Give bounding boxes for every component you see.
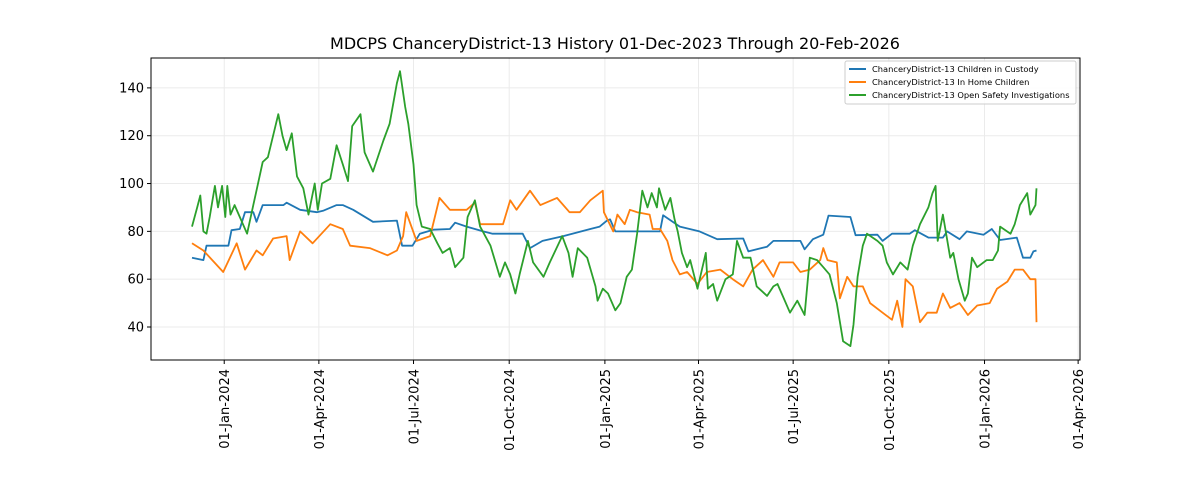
series-line-1 [191,189,1038,328]
chart-title: MDCPS ChanceryDistrict-13 History 01-Dec… [330,34,900,53]
legend: ChanceryDistrict-13 Children in Custody C… [844,60,1077,105]
y-tick-label: 60 [127,273,144,288]
legend-label-0: ChanceryDistrict-13 Children in Custody [872,64,1039,74]
legend-label-2: ChanceryDistrict-13 Open Safety Investig… [872,90,1070,100]
legend-box [844,60,1077,105]
x-tick-label: 01-Oct-2024 [503,369,518,451]
x-tick-label: 01-Apr-2026 [1072,369,1087,449]
series-line-2 [191,70,1038,348]
x-tick-label: 01-Apr-2024 [313,369,328,449]
y-tick-label: 120 [119,129,144,144]
plot-frame [150,57,1081,361]
y-tick-label: 140 [119,81,144,96]
x-axis: 01-Jan-2024 01-Apr-2024 01-Jul-2024 01-Oct-… [218,360,1087,451]
x-tick-label: 01-Jan-2025 [599,369,614,449]
y-axis: 40 60 80 100 120 140 [119,81,151,336]
y-tick-label: 40 [127,321,144,336]
x-tick-label: 01-Jul-2025 [787,369,802,444]
x-tick-label: 01-Jul-2024 [408,369,423,444]
y-tick-label: 80 [127,225,144,240]
legend-label-1: ChanceryDistrict-13 In Home Children [872,77,1029,87]
x-tick-label: 01-Apr-2025 [692,369,707,449]
x-tick-label: 01-Jan-2026 [979,369,994,449]
x-tick-label: 01-Jan-2024 [218,369,233,449]
y-tick-label: 100 [119,177,144,192]
x-tick-label: 01-Oct-2025 [883,369,898,451]
series-lines [191,70,1038,348]
